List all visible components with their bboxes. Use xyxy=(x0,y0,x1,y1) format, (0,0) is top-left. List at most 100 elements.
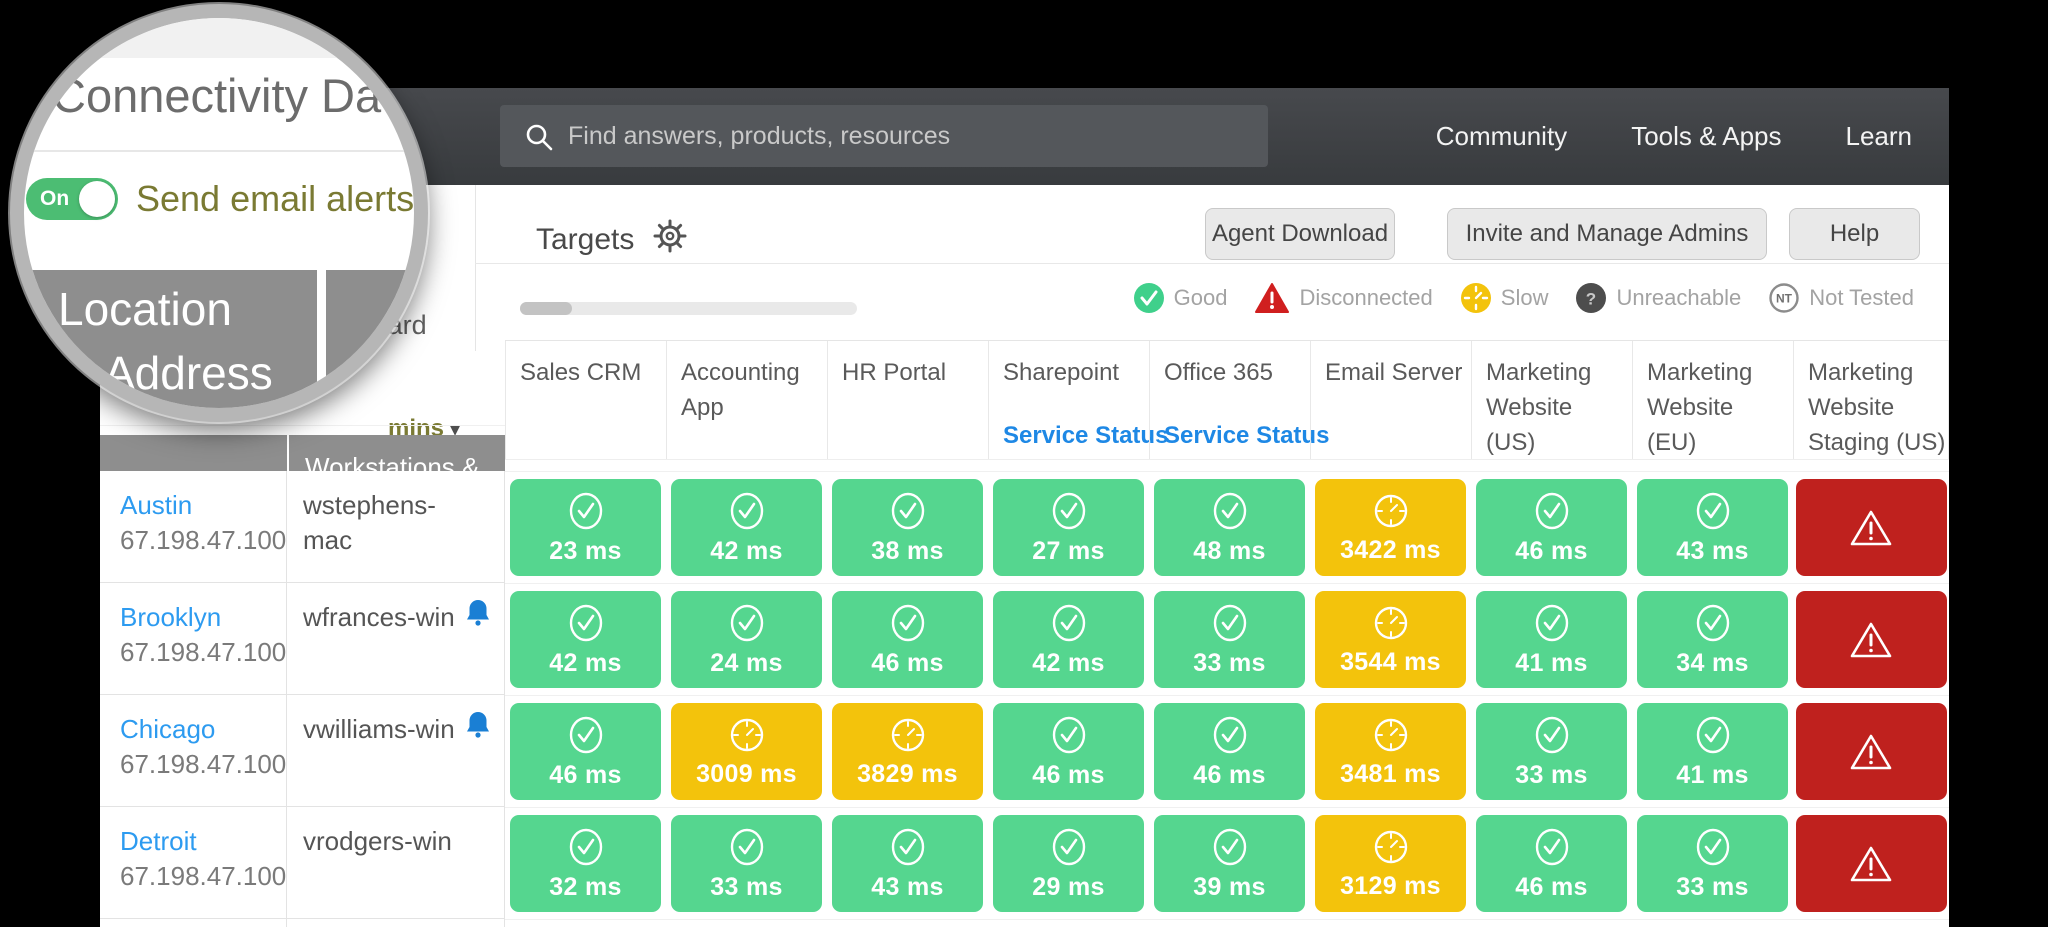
status-tile-slow[interactable]: 3481 ms xyxy=(1315,703,1466,800)
search-icon xyxy=(524,122,554,157)
status-tile-good[interactable]: 41 ms xyxy=(1476,591,1627,688)
email-alerts-toggle[interactable]: On xyxy=(26,178,118,220)
agent-download-button[interactable]: Agent Download xyxy=(1205,208,1395,260)
status-tile-good[interactable]: 41 ms xyxy=(1637,703,1788,800)
status-tile-good[interactable]: 32 ms xyxy=(510,815,661,912)
status-tile-disconnected[interactable] xyxy=(1795,591,1947,688)
status-tile-good[interactable]: 29 ms xyxy=(993,815,1144,912)
status-tile-good[interactable]: 43 ms xyxy=(832,815,983,912)
location-cell xyxy=(100,919,287,927)
status-tile-good[interactable]: 46 ms xyxy=(510,703,661,800)
latency-value: 46 ms xyxy=(871,648,944,677)
ip-address: 67.198.47.100 xyxy=(120,749,287,779)
nav-link-tools-apps[interactable]: Tools & Apps xyxy=(1631,121,1782,151)
legend-not-tested-icon: NT xyxy=(1769,283,1799,313)
status-tile-good[interactable]: 46 ms xyxy=(832,591,983,688)
status-tile-good[interactable]: 24 ms xyxy=(671,591,822,688)
location-link[interactable]: Austin xyxy=(120,490,193,520)
tile-good-icon xyxy=(1535,716,1568,753)
latency-value: 43 ms xyxy=(1676,536,1749,565)
service-status-link[interactable]: Service Status xyxy=(1164,422,1330,449)
status-tile-good[interactable]: 42 ms xyxy=(671,479,822,576)
status-tile-good[interactable]: 33 ms xyxy=(1476,703,1627,800)
status-tile-slow[interactable]: 3009 ms xyxy=(671,703,822,800)
nav-link-community[interactable]: Community xyxy=(1435,121,1568,151)
status-tile-good[interactable]: 42 ms xyxy=(510,591,661,688)
tile-good-icon xyxy=(1213,716,1246,753)
invite-and-manage-admins-button[interactable]: Invite and Manage Admins xyxy=(1447,208,1767,260)
tile-slot: 42 ms xyxy=(666,472,827,583)
horizontal-scrollbar[interactable] xyxy=(520,302,857,315)
status-tile-disconnected[interactable] xyxy=(1795,703,1947,800)
tile-good-icon xyxy=(891,492,924,529)
tile-good-icon xyxy=(1696,492,1729,529)
divider xyxy=(100,425,505,426)
status-tile-good[interactable]: 43 ms xyxy=(1637,479,1788,576)
tile-slot: 33 ms xyxy=(666,808,827,919)
status-tile-slow[interactable]: 3544 ms xyxy=(1315,591,1466,688)
legend-label: Not Tested xyxy=(1809,285,1914,310)
alert-bell-icon[interactable] xyxy=(464,597,492,632)
status-tile-good[interactable]: 46 ms xyxy=(1154,703,1305,800)
latency-value: 3544 ms xyxy=(1340,647,1441,676)
tile-slot: 46 ms xyxy=(827,584,988,695)
location-link[interactable]: Detroit xyxy=(120,826,197,856)
status-tile-good[interactable]: 33 ms xyxy=(671,815,822,912)
status-tile-good[interactable]: 33 ms xyxy=(1154,591,1305,688)
status-tile-slow[interactable]: 3129 ms xyxy=(1315,815,1466,912)
tile-good-icon xyxy=(1535,828,1568,865)
status-tile-disconnected[interactable] xyxy=(1795,815,1947,912)
agent-row-brooklyn: Brooklyn 67.198.47.100 wfrances-win xyxy=(100,583,505,695)
agent-row-austin: Austin 67.198.47.100 wstephens-mac xyxy=(100,471,505,583)
latency-value: 34 ms xyxy=(1676,648,1749,677)
column-header-sharepoint: Sharepoint Service Status xyxy=(988,341,1168,459)
latency-value: 46 ms xyxy=(1193,760,1266,789)
nav-links: Community Tools & Apps Learn xyxy=(1436,88,1912,185)
search-input[interactable] xyxy=(568,105,1258,167)
location-link[interactable]: Chicago xyxy=(120,714,216,744)
search-box[interactable] xyxy=(500,105,1268,167)
tile-good-icon xyxy=(569,828,602,865)
help-button[interactable]: Help xyxy=(1789,208,1920,260)
tile-slot: 3009 ms xyxy=(666,696,827,807)
nav-link-learn[interactable]: Learn xyxy=(1845,121,1913,151)
status-tile-good[interactable]: 46 ms xyxy=(1476,815,1627,912)
latency-value: 42 ms xyxy=(549,648,622,677)
tile-slot: 46 ms xyxy=(988,696,1149,807)
latency-value: 3129 ms xyxy=(1340,871,1441,900)
status-grid: 23 ms 42 ms 38 ms 27 ms 48 ms 3422 ms 46 ms 43 … xyxy=(505,471,1949,927)
divider xyxy=(24,150,414,152)
status-tile-good[interactable]: 23 ms xyxy=(510,479,661,576)
ip-address: 67.198.47.100 xyxy=(120,861,287,891)
status-tile-good[interactable]: 48 ms xyxy=(1154,479,1305,576)
top-navigation-bar: Community Tools & Apps Learn xyxy=(100,88,1949,185)
status-tile-good[interactable]: 42 ms xyxy=(993,591,1144,688)
status-tile-slow[interactable]: 3422 ms xyxy=(1315,479,1466,576)
status-tile-disconnected[interactable] xyxy=(1795,479,1947,576)
location-link[interactable]: Brooklyn xyxy=(120,602,222,632)
service-status-link[interactable]: Service Status xyxy=(1003,422,1169,449)
status-tile-slow[interactable]: 3829 ms xyxy=(832,703,983,800)
alert-bell-icon[interactable] xyxy=(464,709,492,744)
scrollbar-thumb[interactable] xyxy=(520,302,572,315)
latency-value: 46 ms xyxy=(1032,760,1105,789)
status-tile-good[interactable]: 38 ms xyxy=(832,479,983,576)
status-tile-good[interactable]: 34 ms xyxy=(1637,591,1788,688)
location-cell: Chicago 67.198.47.100 xyxy=(100,695,287,806)
status-row-chicago: 46 ms 3009 ms 3829 ms 46 ms 46 ms 3481 ms 33 m… xyxy=(505,695,1949,807)
latency-value: 33 ms xyxy=(1676,872,1749,901)
status-tile-good[interactable]: 27 ms xyxy=(993,479,1144,576)
status-tile-good[interactable]: 46 ms xyxy=(993,703,1144,800)
magnified-address-line: Address xyxy=(104,347,273,399)
tile-good-icon xyxy=(730,828,763,865)
legend-label: Unreachable xyxy=(1616,285,1742,310)
status-tile-good[interactable]: 46 ms xyxy=(1476,479,1627,576)
gear-icon[interactable] xyxy=(652,218,688,262)
tile-slot: 23 ms xyxy=(505,472,666,583)
svg-text:NT: NT xyxy=(1776,292,1793,306)
tile-slot: 3422 ms xyxy=(1310,472,1471,583)
status-tile-good[interactable]: 33 ms xyxy=(1637,815,1788,912)
targets-title-label: Targets xyxy=(536,223,635,256)
tile-slot: 34 ms xyxy=(1632,584,1793,695)
status-tile-good[interactable]: 39 ms xyxy=(1154,815,1305,912)
